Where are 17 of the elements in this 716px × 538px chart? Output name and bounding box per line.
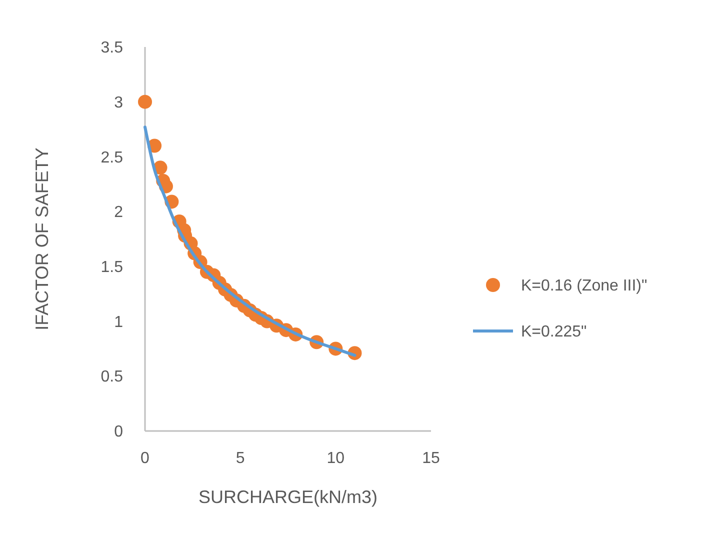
point [138, 94, 152, 109]
x-axis-title: SURCHARGE(kN/m3) [198, 487, 378, 507]
y-tick-label: 0 [114, 424, 124, 441]
legend-label: K=0.225" [521, 324, 587, 341]
y-axis-title: IFACTOR OF SAFETY [32, 148, 52, 330]
y-tick-label: 2 [114, 204, 124, 222]
x-tick-label: 10 [326, 450, 345, 467]
y-tick-label: 3.5 [100, 40, 124, 57]
y-tick-label: 1 [114, 314, 124, 331]
y-tick-label: 0.5 [100, 368, 124, 386]
x-tick-label: 5 [236, 450, 245, 467]
x-tick-label: 15 [422, 450, 440, 467]
y-tick-label: 2.5 [100, 149, 124, 166]
y-tick-label: 3 [114, 94, 124, 112]
legend-label: K=0.16 (Zone III)" [521, 278, 648, 295]
x-tick-label: 0 [140, 450, 150, 467]
y-tick-label: 1.5 [100, 259, 124, 276]
